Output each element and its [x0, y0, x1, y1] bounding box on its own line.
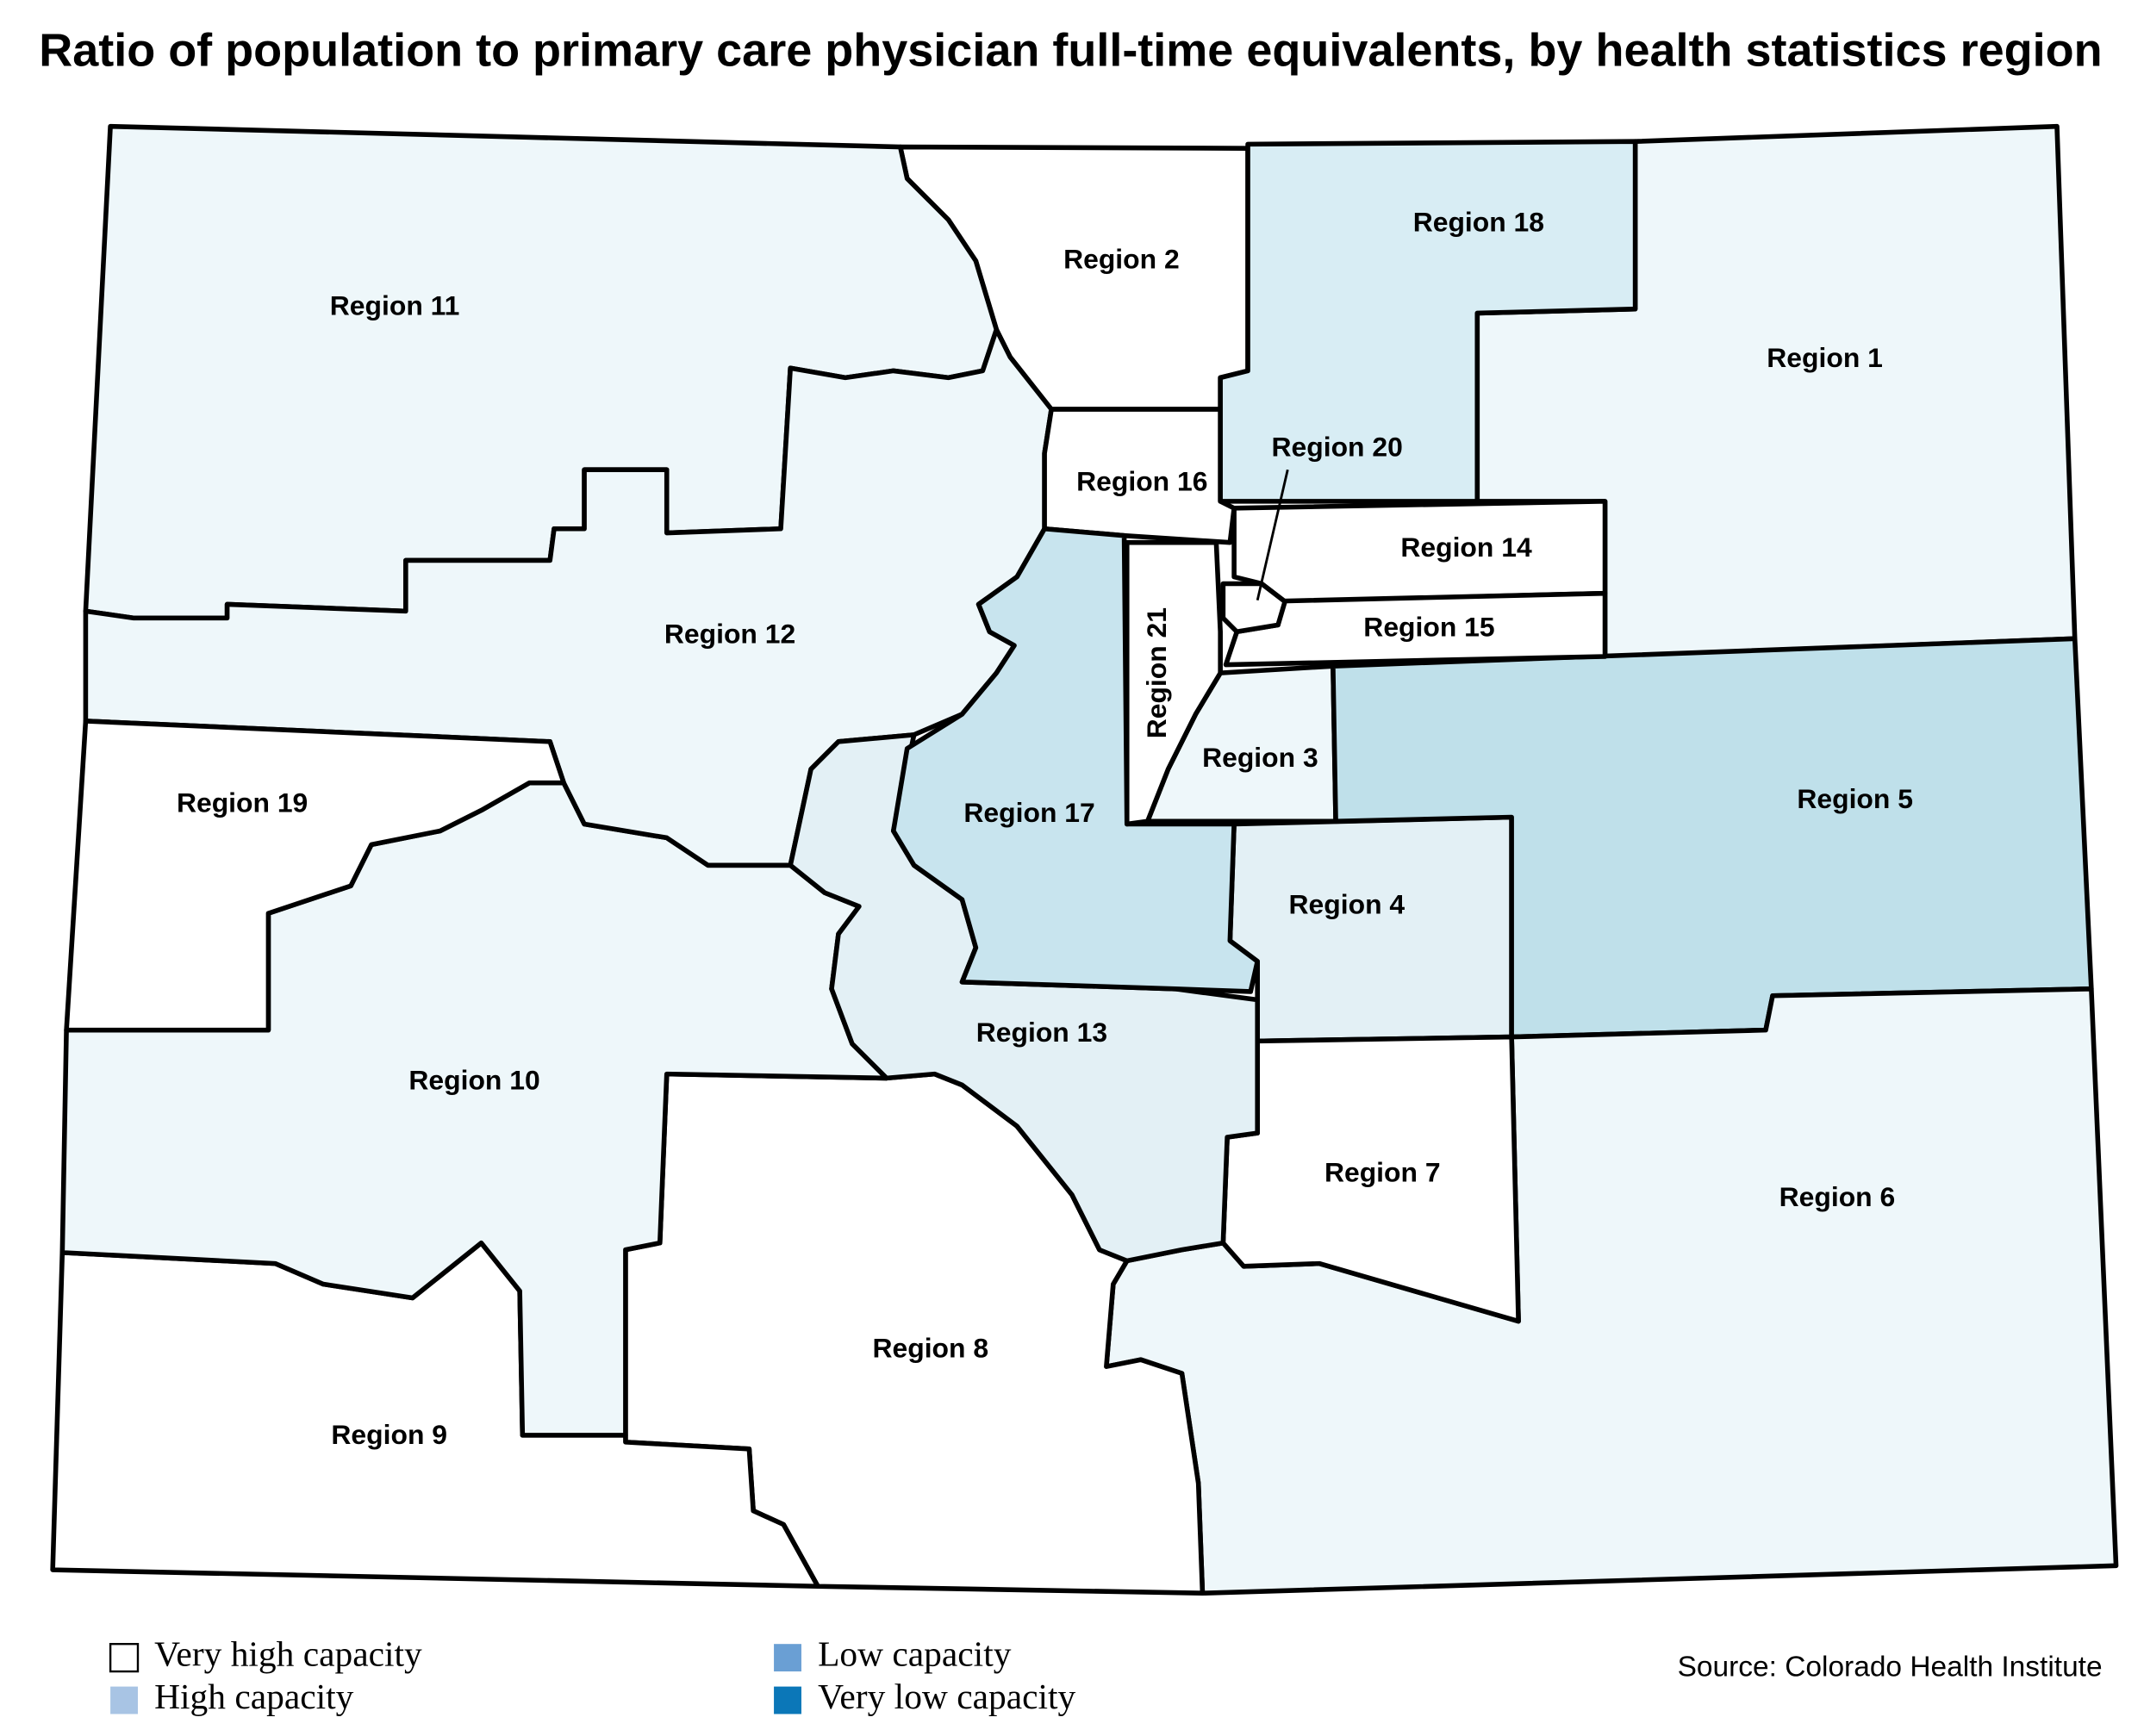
- region-shape: [890, 526, 1260, 994]
- legend-swatch: [774, 1686, 801, 1714]
- region-shape: [64, 719, 566, 1033]
- region-label: Region 11: [330, 290, 460, 321]
- region-label: Region 19: [177, 787, 308, 818]
- region-shape: [1227, 814, 1514, 1044]
- legend-label: High capacity: [154, 1677, 354, 1716]
- legend-label: Very high capacity: [154, 1634, 422, 1674]
- region-label: Region 17: [963, 797, 1094, 828]
- legend-swatch: [774, 1644, 801, 1672]
- region-shape: [1124, 539, 1223, 827]
- region-label: Region 13: [976, 1017, 1107, 1048]
- region-label: Region 21: [1141, 607, 1172, 738]
- region-label: Region 10: [408, 1065, 539, 1096]
- region-label: Region 6: [1779, 1181, 1896, 1212]
- legend-swatch: [109, 1642, 140, 1673]
- regions: [50, 123, 2119, 1596]
- region-label: Region 7: [1324, 1156, 1441, 1187]
- leader-line: [1256, 469, 1289, 600]
- legend-label: Very low capacity: [818, 1677, 1075, 1716]
- legend-swatch: [110, 1686, 138, 1714]
- region-label: Region 2: [1063, 243, 1180, 274]
- region-label: Region 18: [1413, 206, 1544, 237]
- region-label: Region 4: [1289, 889, 1405, 920]
- region-label: Region 12: [664, 619, 795, 650]
- region-label: Region 8: [872, 1332, 988, 1363]
- region-label: Region 9: [331, 1419, 447, 1450]
- map-title: Ratio of population to primary care phys…: [39, 25, 2102, 77]
- region-label: Region 20: [1272, 432, 1403, 463]
- region-label: Region 3: [1202, 742, 1318, 773]
- region-label: Region 15: [1363, 612, 1494, 643]
- legend-label: Low capacity: [818, 1634, 1012, 1674]
- region-label: Region 1: [1767, 342, 1883, 373]
- region-labels: Region 1 Region 2 Region 3 Region 4 Region 5…: [177, 206, 1913, 1450]
- region-label: Region 16: [1076, 466, 1207, 497]
- region-label: Region 14: [1400, 532, 1532, 563]
- region-shape: [1218, 139, 1638, 504]
- source: Source: Colorado Health Institute: [1678, 1652, 2103, 1683]
- region-label: Region 5: [1797, 783, 1913, 814]
